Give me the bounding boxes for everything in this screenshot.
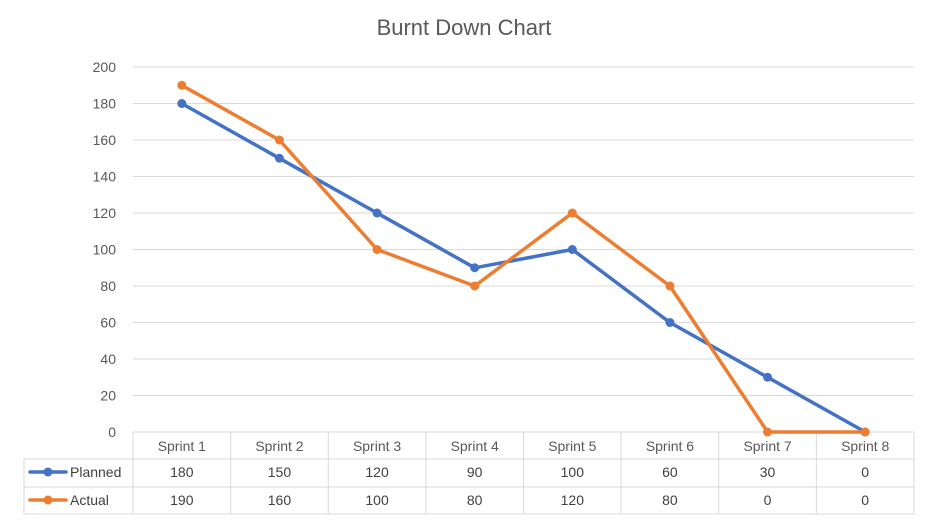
y-axis: 0 20 40 60 80 100 120 140 160 180 200	[93, 59, 117, 440]
category-label-3: Sprint 3	[353, 438, 401, 454]
data-point-series-1-3	[372, 208, 382, 218]
data-point-series-1-2	[274, 153, 284, 163]
data-point-series-2-3	[372, 245, 382, 254]
series-layer	[177, 80, 870, 437]
category-label-2: Sprint 2	[255, 438, 303, 454]
legend-marker-series-1	[43, 467, 53, 477]
table-cell-series-1-6: 60	[662, 464, 678, 480]
data-point-series-1-7	[763, 372, 773, 382]
data-point-series-2-8	[860, 427, 870, 437]
category-label-5: Sprint 5	[548, 438, 596, 454]
legend-label-series-1: Planned	[70, 464, 121, 480]
table-cell-series-2-6: 80	[662, 492, 678, 508]
y-tick-label-180: 180	[93, 96, 117, 112]
legend-marker-series-2	[43, 495, 53, 505]
category-label-4: Sprint 4	[451, 438, 499, 454]
y-tick-label-60: 60	[100, 315, 116, 331]
category-label-6: Sprint 6	[646, 438, 694, 454]
table-cell-series-1-1: 180	[170, 464, 194, 480]
table-cell-series-1-4: 90	[467, 464, 483, 480]
y-tick-label-120: 120	[93, 205, 117, 221]
data-table: Sprint 1 Sprint 2 Sprint 3 Sprint 4 Sprint 5…	[23, 432, 915, 515]
data-point-series-2-5	[567, 208, 577, 218]
y-tick-label-40: 40	[100, 351, 116, 367]
category-label-1: Sprint 1	[158, 438, 206, 454]
table-cell-series-2-2: 160	[268, 492, 292, 508]
series-line-series-2	[180, 83, 867, 434]
chart-title: Burnt Down Chart	[377, 15, 552, 40]
legend-label-series-2: Actual	[70, 492, 109, 508]
series-line-series-1	[180, 101, 867, 434]
data-point-series-2-2	[274, 135, 284, 145]
y-tick-label-20: 20	[100, 388, 116, 404]
table-cell-series-2-8: 0	[861, 492, 869, 508]
table-cell-series-2-1: 190	[170, 492, 194, 508]
table-cell-series-1-3: 120	[365, 464, 389, 480]
y-tick-label-200: 200	[93, 59, 117, 75]
table-cell-series-2-7: 0	[764, 492, 772, 508]
data-point-series-2-7	[763, 427, 773, 437]
data-point-series-1-1	[177, 99, 187, 108]
table-cell-series-2-5: 120	[561, 492, 585, 508]
y-tick-label-100: 100	[93, 242, 117, 258]
table-cell-series-1-7: 30	[760, 464, 776, 480]
data-point-series-1-5	[567, 245, 577, 254]
y-tick-label-80: 80	[100, 278, 116, 294]
data-point-series-1-4	[470, 263, 480, 273]
table-cell-series-1-5: 100	[561, 464, 585, 480]
y-tick-label-140: 140	[93, 169, 117, 185]
category-label-8: Sprint 8	[841, 438, 889, 454]
data-point-series-2-4	[470, 281, 480, 291]
y-tick-label-160: 160	[93, 132, 117, 148]
data-point-series-1-6	[665, 318, 675, 327]
table-cell-series-2-3: 100	[365, 492, 389, 508]
y-tick-label-0: 0	[108, 424, 116, 440]
data-point-series-2-6	[665, 281, 675, 291]
category-label-7: Sprint 7	[743, 438, 791, 454]
table-cell-series-1-2: 150	[268, 464, 292, 480]
data-point-series-2-1	[177, 80, 187, 90]
table-cell-series-1-8: 0	[861, 464, 869, 480]
table-cell-series-2-4: 80	[467, 492, 483, 508]
